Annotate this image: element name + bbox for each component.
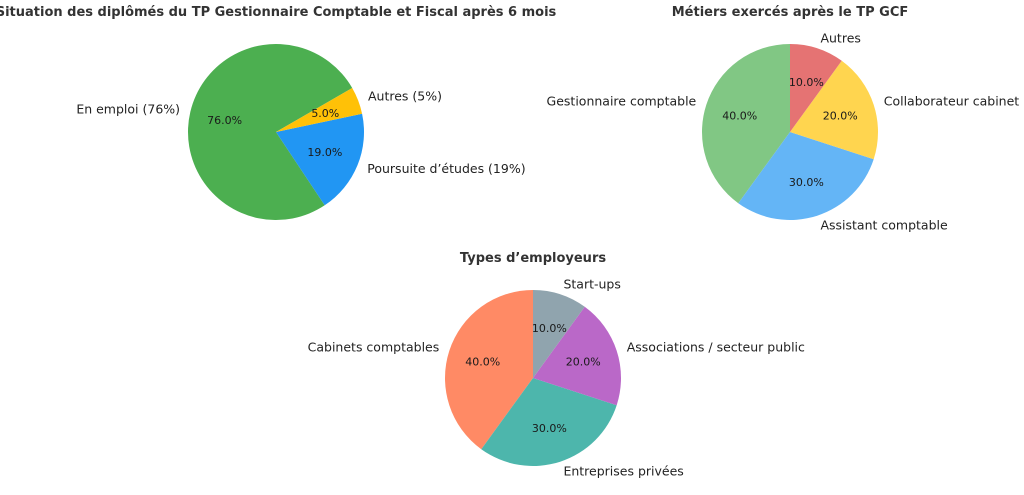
slice-category-label: Assistant comptable — [820, 218, 948, 233]
slice-percent-label: 5.0% — [311, 107, 339, 120]
pie-slice-entreprises-privees — [481, 378, 617, 466]
chart-title-metiers: Métiers exercés après le TP GCF — [672, 5, 909, 20]
pie-slice-cabinets-comptables — [445, 290, 533, 450]
slice-category-label: Autres — [820, 30, 860, 45]
pie-slice-autres-5 — [276, 88, 363, 132]
slice-percent-label: 19.0% — [307, 146, 342, 159]
slice-percent-label: 40.0% — [465, 356, 500, 369]
pie-slice-assistant-comptable — [738, 132, 874, 220]
pie-slice-collaborateur-cabinet — [790, 60, 879, 160]
slice-category-label: Gestionnaire comptable — [547, 94, 697, 109]
slice-percent-label: 30.0% — [789, 176, 824, 189]
pie-slice-associations-secteur-public — [533, 306, 622, 406]
slice-percent-label: 40.0% — [722, 110, 757, 123]
slice-percent-label: 30.0% — [532, 422, 567, 435]
slice-category-label: Poursuite d’études (19%) — [367, 161, 525, 176]
slice-percent-label: 20.0% — [823, 110, 858, 123]
chart-title-employeurs: Types d’employeurs — [460, 251, 606, 266]
pie-slice-start-ups — [533, 290, 585, 378]
slice-category-label: Entreprises privées — [563, 464, 683, 479]
slice-percent-label: 10.0% — [789, 76, 824, 89]
slice-category-label: Cabinets comptables — [308, 340, 440, 355]
pie-slice-poursuite-d-etudes-19 — [276, 113, 365, 206]
chart-title-situation: Situation des diplômés du TP Gestionnair… — [0, 5, 557, 20]
pie-chart-metiers: 40.0% Gestionnaire comptable 30.0% Assistan… — [547, 30, 1020, 232]
pie-slice-gestionnaire-comptable — [702, 44, 790, 204]
slice-category-label: Collaborateur cabinet — [884, 94, 1020, 109]
slice-category-label: Associations / secteur public — [627, 340, 805, 355]
pie-slice-autres — [790, 44, 842, 132]
pie-chart-situation: 76.0% En emploi (76%) 19.0% Poursuite d’étu… — [76, 44, 526, 221]
slice-category-label: Autres (5%) — [368, 89, 442, 104]
pie-chart-employeurs: 40.0% Cabinets comptables 30.0% Entreprises… — [308, 276, 805, 478]
slice-category-label: En emploi (76%) — [76, 101, 180, 116]
slice-category-label: Start-ups — [563, 276, 620, 291]
pie-slice-en-emploi-76 — [188, 44, 353, 221]
slice-percent-label: 20.0% — [566, 356, 601, 369]
slice-percent-label: 76.0% — [207, 114, 242, 127]
slice-percent-label: 10.0% — [532, 322, 567, 335]
